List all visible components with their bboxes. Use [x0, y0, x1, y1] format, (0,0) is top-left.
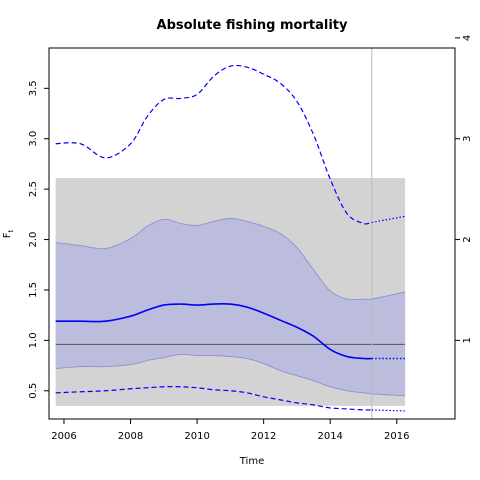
y-axis-label-main: F	[2, 232, 13, 238]
y-tick-label: 3.5	[28, 80, 39, 96]
x-tick-label: 2014	[317, 431, 342, 442]
confidence-band	[55, 218, 406, 396]
y-tick-label: 1.0	[28, 332, 39, 348]
x-tick-label: 2006	[51, 431, 76, 442]
y-axis-label-sub: t	[7, 229, 15, 232]
x-tick-label: 2012	[251, 431, 276, 442]
y-tick-label: 3.0	[28, 131, 39, 147]
upper-dashed-line	[55, 64, 372, 225]
y-tick-label: 0.5	[28, 383, 39, 399]
y-tick-label: 2.5	[28, 181, 39, 197]
svg-text:Ft: Ft	[2, 229, 15, 238]
x-tick-label: 2010	[184, 431, 209, 442]
right-tick-label: 3	[462, 136, 473, 142]
right-tick-label: 4	[462, 35, 473, 41]
plot-area: 2006 2008 2010 2012 2014 2016 0.5 1.0 1.5 2.0 2.5 3…	[28, 35, 473, 442]
estimate-line	[55, 303, 372, 360]
y-axis-label: Ft	[2, 229, 15, 238]
lower-dashed-line	[55, 386, 372, 411]
upper-dashed-line-projection	[371, 215, 406, 224]
y-tick-label: 2.0	[28, 232, 39, 248]
chart-title: Absolute fishing mortality	[157, 18, 348, 33]
x-tick-label: 2008	[118, 431, 143, 442]
plot-frame	[48, 47, 456, 420]
x-tick-label: 2016	[384, 431, 409, 442]
right-tick-label: 1	[462, 337, 473, 343]
y-tick-label: 1.5	[28, 282, 39, 298]
confidence-band-lower-border	[55, 353, 406, 397]
right-tick-label: 2	[462, 236, 473, 242]
confidence-band-upper-border	[55, 217, 406, 301]
x-axis-label: Time	[239, 456, 264, 467]
